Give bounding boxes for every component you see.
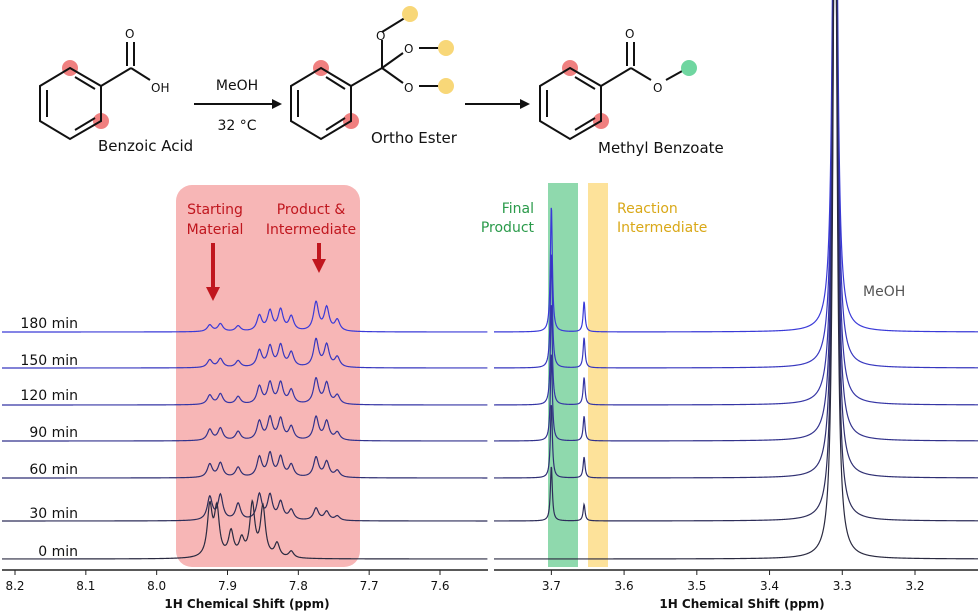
aromatic-trace-30-min bbox=[2, 491, 488, 522]
right-axis-tick-label: 3.7 bbox=[542, 579, 561, 593]
trace-label: 120 min bbox=[20, 388, 78, 404]
reagent-label: MeOH bbox=[216, 78, 258, 94]
reaction-intermediate-label-line1: Reaction bbox=[617, 201, 678, 217]
reactant-name: Benzoic Acid bbox=[98, 137, 193, 155]
x-axes: 8.2 8.1 8.0 7.9 7.8 7.7 7.6 3.7 3.6 3.5 3.4 3.3 3.2… bbox=[2, 569, 978, 611]
reaction-arrowhead-1 bbox=[272, 99, 282, 109]
o-atom-label: O bbox=[125, 27, 134, 41]
starting-material-arrowhead bbox=[206, 287, 220, 301]
right-axis-tick-label: 3.5 bbox=[687, 579, 706, 593]
aromatic-arrows bbox=[206, 243, 326, 301]
scheme-text: OH O O O O O O Benzoic Acid MeOH 32 °C O… bbox=[98, 27, 724, 157]
left-axis-tick-label: 8.1 bbox=[76, 579, 95, 593]
o-atom-label: O bbox=[404, 42, 413, 56]
oh-atom-label: OH bbox=[151, 81, 169, 95]
product-intermediate-arrowhead bbox=[312, 259, 326, 273]
left-axis-tick-label: 7.9 bbox=[218, 579, 237, 593]
benzoic-acid-structure bbox=[39, 42, 151, 141]
aromatic-trace-60-min bbox=[2, 450, 488, 479]
right-axis-tick-label: 3.4 bbox=[760, 579, 779, 593]
trace-label: 30 min bbox=[29, 506, 78, 522]
meoh-peak-label: MeOH bbox=[863, 284, 905, 300]
product-intermediate-label-line2: Intermediate bbox=[266, 222, 356, 238]
temperature-label: 32 °C bbox=[217, 118, 256, 134]
o-atom-label: O bbox=[376, 29, 385, 43]
aromatic-highlight-band bbox=[176, 185, 360, 567]
trace-label: 60 min bbox=[29, 462, 78, 478]
aliphatic-trace-90-min bbox=[494, 0, 979, 442]
aromatic-annotations: Starting Material Product & Intermediate bbox=[187, 202, 357, 238]
intermediate-name: Ortho Ester bbox=[371, 129, 458, 147]
spectra-traces bbox=[2, 0, 979, 560]
benzene-ring bbox=[39, 66, 102, 141]
left-axis-tick-label: 7.6 bbox=[430, 579, 449, 593]
left-axis-tick-label: 8.0 bbox=[147, 579, 166, 593]
trace-label: 180 min bbox=[20, 316, 78, 332]
right-axis-ticks: 3.7 3.6 3.5 3.4 3.3 3.2 bbox=[542, 570, 925, 593]
aliphatic-trace-180-min bbox=[494, 0, 978, 333]
benzene-ring bbox=[290, 66, 352, 141]
o-atom-label: O bbox=[404, 81, 413, 95]
trace-label: 90 min bbox=[29, 425, 78, 441]
methyl-marker-dot bbox=[681, 60, 697, 76]
right-axis-tick-label: 3.6 bbox=[615, 579, 634, 593]
methoxy-marker-dot bbox=[438, 78, 454, 94]
reaction-intermediate-label-line2: Intermediate bbox=[617, 220, 707, 236]
aliphatic-trace-30-min bbox=[494, 0, 979, 522]
aliphatic-trace-60-min bbox=[494, 0, 979, 479]
starting-material-label-line2: Material bbox=[187, 222, 244, 238]
trace-labels: 180 min 150 min 120 min 90 min 60 min 30 min 0… bbox=[20, 316, 78, 560]
final-product-label-line2: Product bbox=[481, 220, 535, 236]
starting-material-label-line1: Starting bbox=[187, 202, 243, 218]
aromatic-trace-0-min bbox=[2, 498, 488, 560]
aliphatic-trace-120-min bbox=[494, 0, 979, 406]
o-atom-label: O bbox=[625, 27, 634, 41]
product-intermediate-label-line1: Product & bbox=[277, 202, 346, 218]
right-axis-tick-label: 3.2 bbox=[905, 579, 924, 593]
aliphatic-trace-150-min bbox=[494, 0, 978, 369]
left-axis-ticks: 8.2 8.1 8.0 7.9 7.8 7.7 7.6 bbox=[5, 570, 450, 593]
reaction-intermediate-highlight-band bbox=[588, 183, 608, 567]
right-axis-tick-label: 3.3 bbox=[833, 579, 852, 593]
methyl-benzoate-structure bbox=[539, 42, 697, 141]
aromatic-trace-180-min bbox=[2, 300, 488, 333]
reaction-scheme bbox=[39, 6, 697, 141]
left-axis-tick-label: 7.7 bbox=[360, 579, 379, 593]
reaction-arrowhead-2 bbox=[520, 99, 530, 109]
aromatic-trace-120-min bbox=[2, 377, 488, 406]
aromatic-trace-150-min bbox=[2, 337, 488, 369]
methoxy-marker-dot bbox=[402, 6, 418, 22]
aliphatic-annotations: Final Product Reaction Intermediate MeOH bbox=[481, 201, 905, 300]
right-axis-title: 1H Chemical Shift (ppm) bbox=[659, 597, 824, 611]
left-axis-tick-label: 8.2 bbox=[5, 579, 24, 593]
benzene-ring bbox=[539, 66, 602, 141]
final-product-label-line1: Final bbox=[502, 201, 534, 217]
aliphatic-trace-0-min bbox=[494, 0, 979, 560]
trace-label: 150 min bbox=[20, 353, 78, 369]
ortho-ester-structure bbox=[290, 6, 454, 141]
o-atom-label: O bbox=[653, 81, 662, 95]
trace-label: 0 min bbox=[38, 544, 78, 560]
left-axis-tick-label: 7.8 bbox=[289, 579, 308, 593]
product-name: Methyl Benzoate bbox=[598, 139, 724, 157]
left-axis-title: 1H Chemical Shift (ppm) bbox=[164, 597, 329, 611]
methoxy-marker-dot bbox=[438, 40, 454, 56]
aromatic-trace-90-min bbox=[2, 414, 488, 442]
